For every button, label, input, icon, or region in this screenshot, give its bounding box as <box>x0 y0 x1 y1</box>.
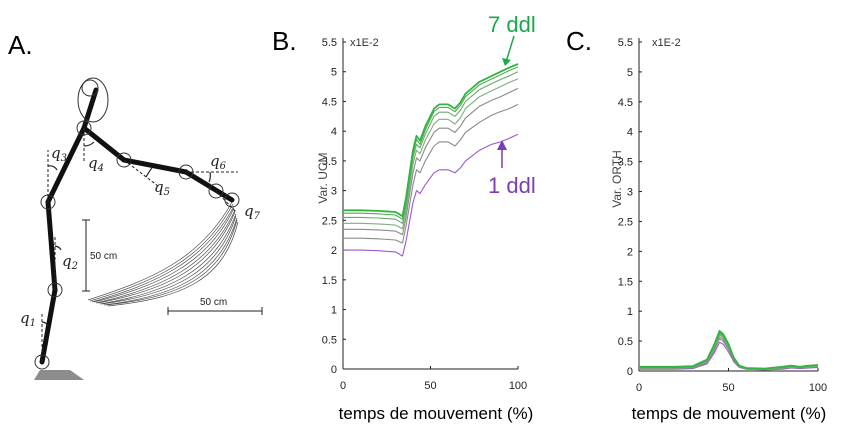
y-tick-label: 3.5 <box>618 157 633 169</box>
scale-bar-vertical-label: 50 cm <box>90 251 117 262</box>
annotation-7-ddl-arrowhead <box>502 58 511 66</box>
y-tick-label: 4.5 <box>618 97 633 109</box>
y-tick-label: 2.5 <box>322 215 337 227</box>
angle-reference-lines <box>41 128 238 362</box>
annotation-7-ddl-arrow <box>505 35 515 63</box>
joint-markers <box>34 77 240 370</box>
joint-label-q5: q5 <box>154 178 170 198</box>
scale-bar-horizontal-label: 50 cm <box>200 297 227 308</box>
annotations: 7 ddl 1 ddl <box>488 12 536 198</box>
series-line-2 <box>343 103 519 244</box>
y-tick-label: 0 <box>331 364 337 376</box>
joint-label-q3: q3 <box>51 144 67 164</box>
x-axis-title: temps de mouvement (%) <box>632 404 827 423</box>
panel-c-letter: C. <box>566 26 592 56</box>
y-tick-label: 2.5 <box>618 216 633 228</box>
series-line-1 <box>343 133 519 257</box>
y-tick-label: 5 <box>331 67 337 79</box>
x-tick-label: 100 <box>509 380 527 392</box>
y-tick-label: 1 <box>331 305 337 317</box>
y-multiplier-label: x1E-2 <box>350 37 379 49</box>
body-segments <box>39 87 235 365</box>
y-tick-label: 1.5 <box>322 275 337 287</box>
chart-panel-b: B. x1E-2 0 0.5 1 1.5 2 2.5 3 3.5 4 4.5 5 5.5 0 50 100 Var… <box>272 26 533 423</box>
x-tick-label: 0 <box>340 380 346 392</box>
series-line-3 <box>343 87 519 236</box>
y-axis-title: Var. UCM <box>316 152 330 203</box>
panel-a-letter: A. <box>8 30 33 60</box>
series-line-5 <box>343 71 519 224</box>
x-tick-label: 50 <box>722 382 734 394</box>
series-line-6 <box>343 66 519 220</box>
y-tick-label: 5.5 <box>322 37 337 49</box>
angle-arcs <box>41 141 211 327</box>
y-tick-label: 0.5 <box>322 334 337 346</box>
y-tick-label: 2 <box>627 246 633 258</box>
panel-a: A. <box>8 30 263 380</box>
x-axis-title: temps de mouvement (%) <box>339 404 534 423</box>
series-line-7 <box>639 330 819 370</box>
y-tick-label: 0.5 <box>618 336 633 348</box>
y-tick-label: 4 <box>627 127 633 139</box>
annotation-7-ddl: 7 ddl <box>488 12 536 37</box>
y-tick-label: 5 <box>627 67 633 79</box>
panel-b-letter: B. <box>272 26 297 56</box>
annotation-1-ddl: 1 ddl <box>488 173 536 198</box>
y-axis-title: Var. ORTH <box>610 150 624 208</box>
scale-bar-vertical <box>82 219 90 292</box>
y-tick-label: 3.5 <box>322 156 337 168</box>
y-tick-label: 1.5 <box>618 276 633 288</box>
hand-trajectory-fan <box>87 201 239 307</box>
y-tick-label: 3 <box>331 186 337 198</box>
x-tick-label: 0 <box>636 382 642 394</box>
y-tick-label: 0 <box>627 366 633 378</box>
chart-panel-c: C. x1E-2 0 0.5 1 1.5 2 2.5 3 3.5 4 4.5 5 5.5 0 50 100 Var… <box>566 26 827 423</box>
series-line-4 <box>343 78 519 230</box>
y-multiplier-label: x1E-2 <box>652 37 681 49</box>
foot-shape <box>34 370 84 380</box>
joint-label-q1: q1 <box>20 309 36 329</box>
scale-bar-horizontal <box>167 307 263 315</box>
joint-label-q7: q7 <box>244 202 261 222</box>
y-tick-label: 3 <box>627 187 633 199</box>
x-tick-label: 100 <box>809 382 827 394</box>
series-line-7 <box>343 63 519 218</box>
annotation-1-ddl-arrowhead <box>497 140 507 150</box>
joint-label-q4: q4 <box>88 154 104 174</box>
y-tick-label: 2 <box>331 245 337 257</box>
y-tick-label: 1 <box>627 306 633 318</box>
y-tick-label: 4 <box>331 126 337 138</box>
y-tick-label: 4.5 <box>322 96 337 108</box>
x-tick-label: 50 <box>424 380 436 392</box>
joint-label-q2: q2 <box>62 252 78 272</box>
series-line-1 <box>639 341 819 371</box>
joint-label-q6: q6 <box>210 152 227 172</box>
y-tick-label: 5.5 <box>618 37 633 49</box>
